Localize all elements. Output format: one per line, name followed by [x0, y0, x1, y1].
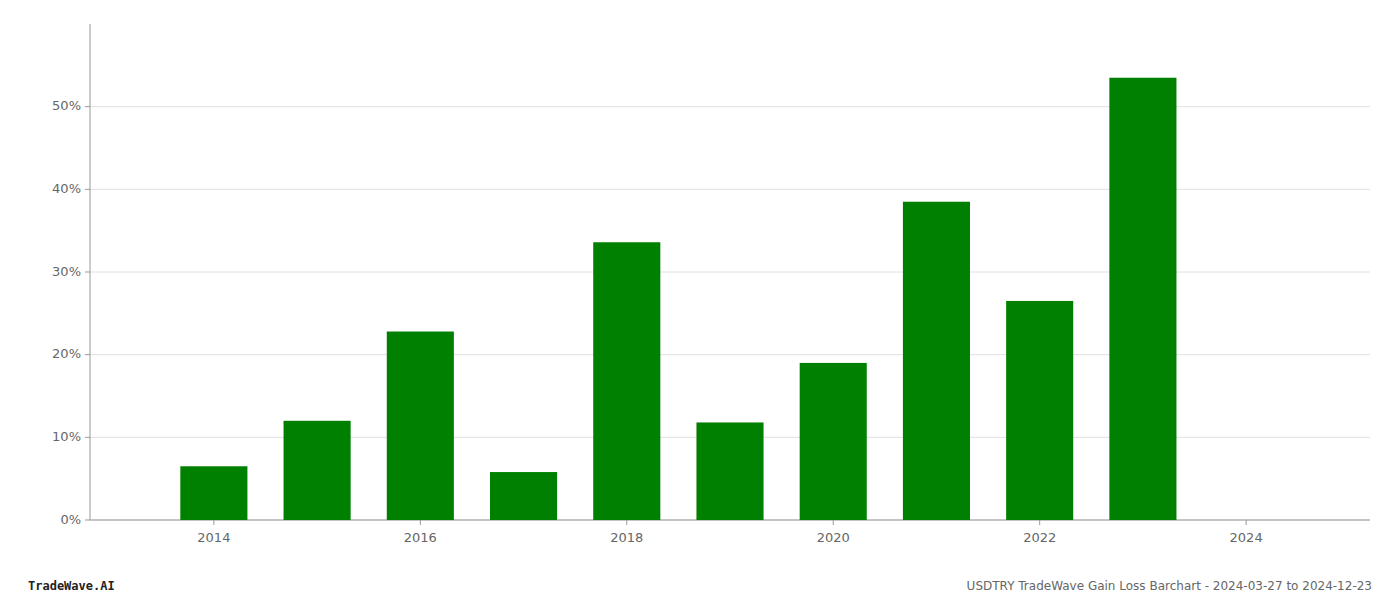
- grid-line: [90, 106, 1370, 107]
- bar: [903, 202, 970, 520]
- bar: [180, 466, 247, 520]
- y-tick-label: 40%: [52, 181, 81, 196]
- y-tick-label: 50%: [52, 98, 81, 113]
- y-tick: [85, 106, 90, 107]
- bar: [1006, 301, 1073, 520]
- x-tick: [420, 520, 421, 525]
- bar: [284, 421, 351, 520]
- bar: [696, 422, 763, 520]
- y-tick-label: 30%: [52, 264, 81, 279]
- x-tick-label: 2018: [610, 530, 643, 545]
- x-tick: [1246, 520, 1247, 525]
- y-tick: [85, 437, 90, 438]
- bar: [387, 332, 454, 520]
- footer-right: USDTRY TradeWave Gain Loss Barchart - 20…: [967, 579, 1372, 593]
- bar: [1109, 78, 1176, 520]
- y-tick: [85, 272, 90, 273]
- x-tick: [1039, 520, 1040, 525]
- y-tick-label: 10%: [52, 429, 81, 444]
- x-tick: [833, 520, 834, 525]
- bar: [490, 472, 557, 520]
- grid-line: [90, 354, 1370, 355]
- x-tick-label: 2024: [1230, 530, 1263, 545]
- axes: 0% 10% 20% 30% 40% 50% 2014 2016 2018 2020 2022 202…: [52, 24, 1370, 545]
- y-tick: [85, 189, 90, 190]
- grid-line: [90, 189, 1370, 190]
- grid: [90, 107, 1370, 520]
- y-tick-label: 0%: [60, 512, 81, 527]
- x-tick-label: 2016: [404, 530, 437, 545]
- chart-container: 0% 10% 20% 30% 40% 50% 2014 2016 2018 2020 2022 202…: [0, 0, 1400, 600]
- x-tick: [213, 520, 214, 525]
- y-tick-label: 20%: [52, 346, 81, 361]
- x-tick-label: 2020: [817, 530, 850, 545]
- x-tick-label: 2022: [1023, 530, 1056, 545]
- x-tick-label: 2014: [197, 530, 230, 545]
- y-tick: [85, 354, 90, 355]
- footer-left: TradeWave.AI: [28, 579, 115, 593]
- bar: [593, 242, 660, 520]
- x-tick: [626, 520, 627, 525]
- y-tick: [85, 520, 90, 521]
- chart: 0% 10% 20% 30% 40% 50% 2014 2016 2018 2020 2022 202…: [0, 0, 1400, 600]
- bar: [800, 363, 867, 520]
- y-axis-line: [90, 24, 91, 520]
- bars: [180, 78, 1176, 520]
- grid-line: [90, 272, 1370, 273]
